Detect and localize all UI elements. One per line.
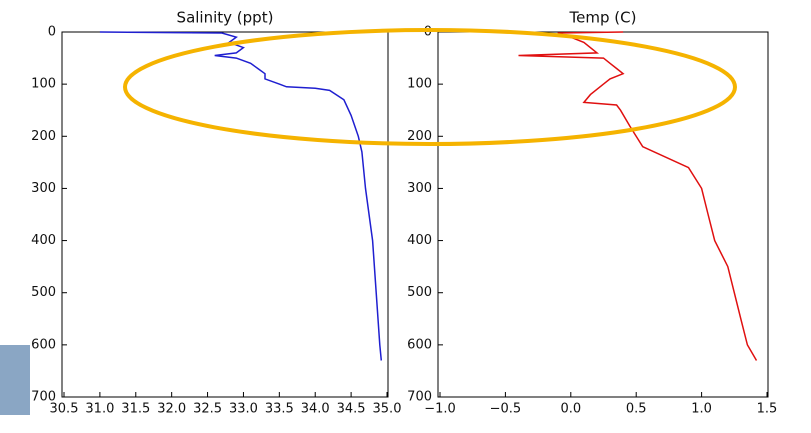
highlight-ellipse [123, 28, 737, 146]
y-tick-label: 300 [407, 181, 432, 196]
y-tick-label: 600 [407, 337, 432, 352]
x-tick-label: 32.5 [193, 402, 222, 417]
y-tick-label: 500 [31, 285, 56, 300]
profile-line [518, 31, 758, 361]
x-tick-label: −1.0 [424, 402, 456, 417]
thumbnail [0, 345, 30, 415]
x-tick-label: 0.5 [626, 402, 647, 417]
x-tick-label: 30.5 [50, 402, 79, 417]
y-tick-label: 0 [48, 25, 56, 40]
y-tick-label: 400 [31, 233, 56, 248]
profile-line [99, 31, 383, 361]
x-tick-label: 33.0 [229, 402, 258, 417]
x-tick-label: 34.0 [301, 402, 330, 417]
x-tick-label: 31.5 [121, 402, 150, 417]
y-tick-label: 300 [31, 181, 56, 196]
x-tick-label: 35.0 [373, 402, 402, 417]
x-tick-label: 33.5 [265, 402, 294, 417]
y-tick-label: 100 [31, 77, 56, 92]
y-tick-label: 500 [407, 285, 432, 300]
y-tick-label: 600 [31, 337, 56, 352]
plot-frame [437, 31, 769, 398]
chart-title: Temp (C) [569, 9, 637, 27]
x-tick-label: 0.0 [560, 402, 581, 417]
x-tick-label: 34.5 [337, 402, 366, 417]
x-tick-label: 1.0 [691, 402, 712, 417]
y-tick-label: 200 [407, 129, 432, 144]
chart-title: Salinity (ppt) [177, 9, 274, 27]
y-tick-label: 100 [407, 77, 432, 92]
plot-frame [61, 31, 389, 398]
y-tick-label: 400 [407, 233, 432, 248]
x-tick-label: −0.5 [490, 402, 522, 417]
x-tick-label: 31.0 [85, 402, 114, 417]
x-tick-label: 1.5 [757, 402, 778, 417]
x-tick-label: 32.0 [157, 402, 186, 417]
y-tick-label: 700 [407, 390, 432, 405]
y-tick-label: 200 [31, 129, 56, 144]
y-tick-label: 700 [31, 390, 56, 405]
